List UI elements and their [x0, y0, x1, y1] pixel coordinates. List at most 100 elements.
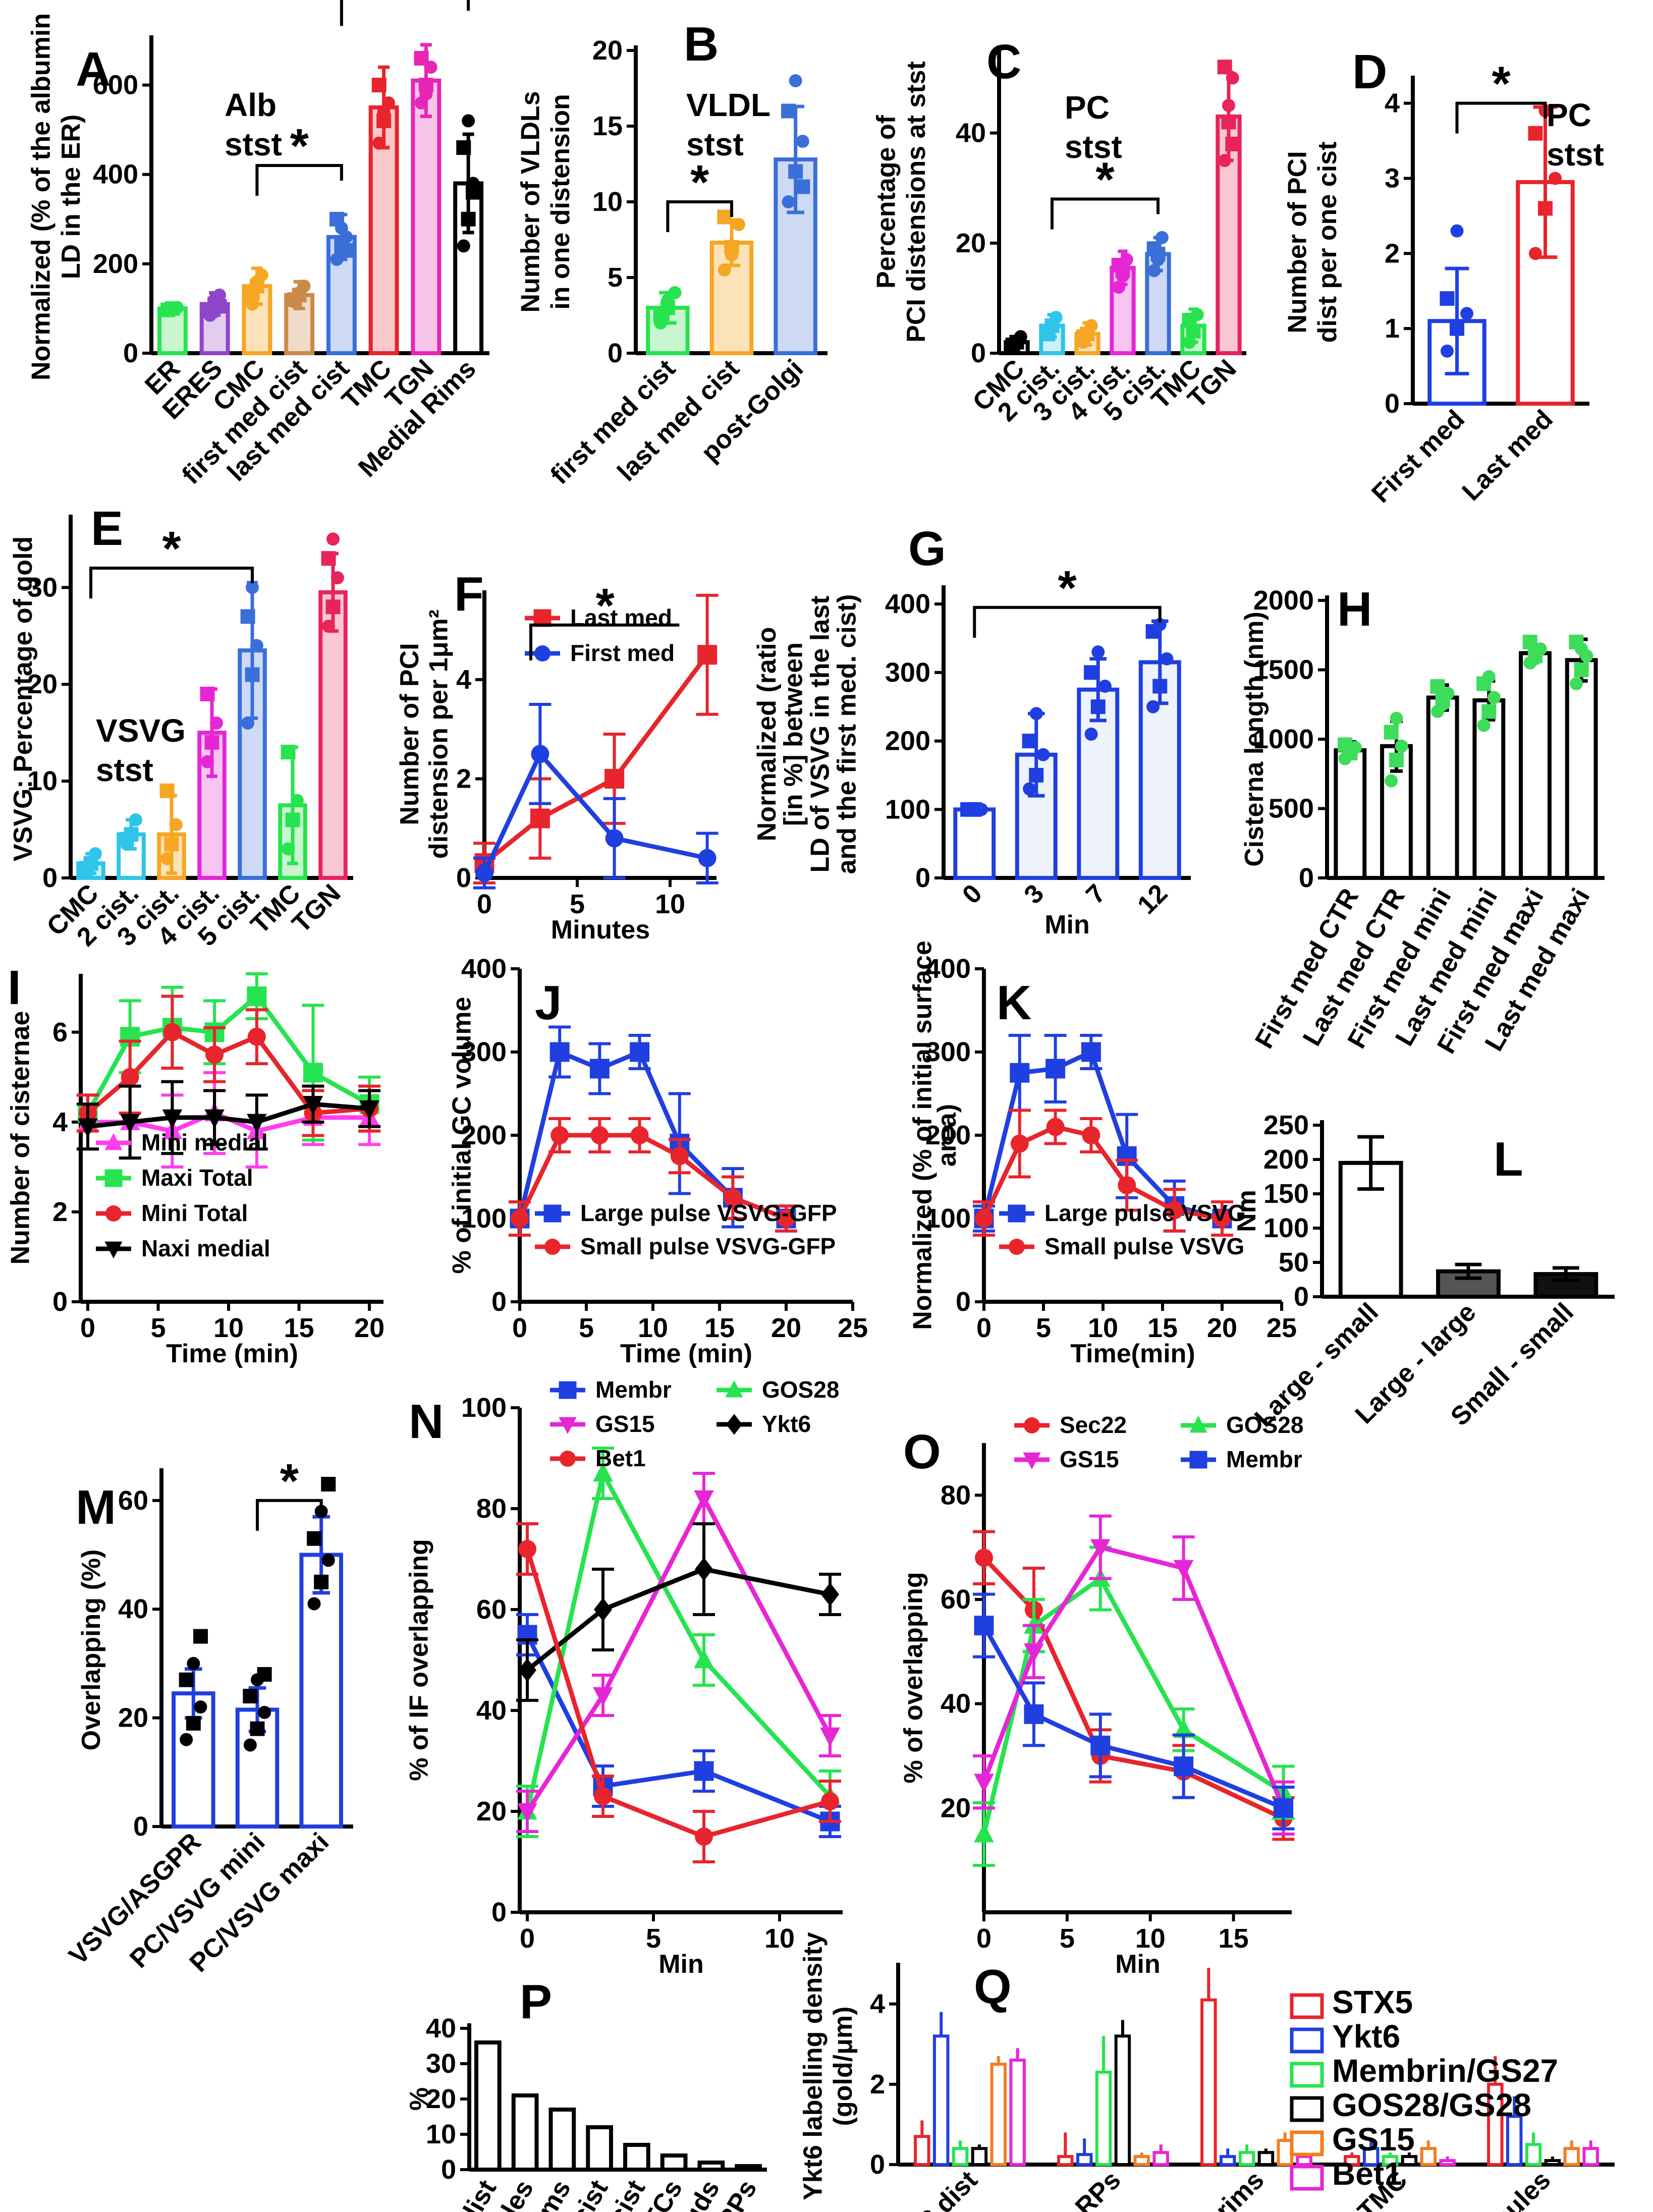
- data-point: [1173, 1560, 1194, 1579]
- data-point: [205, 1045, 224, 1064]
- panel-F: 0 2 4 0 5 10 Last med First med * Minutes Number o…: [395, 567, 719, 945]
- data-point: [1226, 71, 1239, 85]
- panel-P: 010203040PCI distTubulesRimsCis-cisttran…: [405, 1975, 767, 2212]
- y-tick-label: 2: [1385, 238, 1400, 268]
- y-tick-label: 0: [915, 863, 930, 893]
- x-axis-label: Time (min): [620, 1339, 752, 1368]
- bar-GS15: [1277, 2139, 1294, 2167]
- y-tick-label: 2: [52, 1197, 68, 1227]
- data-point: [250, 275, 264, 289]
- data-point: [209, 716, 223, 730]
- data-point: [371, 78, 387, 93]
- data-point: [511, 1209, 529, 1228]
- bar: [299, 1553, 343, 1829]
- axis-label-line: Number of PCI: [1283, 151, 1312, 333]
- x-tick-label: 15: [1219, 1923, 1249, 1954]
- data-point: [88, 847, 102, 861]
- data-point: [1146, 241, 1162, 256]
- data-point: [335, 222, 348, 235]
- legend-marker: [726, 1414, 742, 1435]
- y-tick-label: 100: [1263, 1213, 1309, 1243]
- x-axis-label: Min: [1115, 1950, 1161, 1979]
- data-point: [1116, 269, 1129, 283]
- category-label: PCI dist: [428, 2175, 502, 2212]
- axis-label-line: [in %] between: [779, 642, 808, 826]
- y-axis-label: VSVG: Percentage of gold: [9, 536, 38, 861]
- data-point: [240, 609, 255, 624]
- data-point: [788, 164, 803, 179]
- data-point: [1430, 679, 1445, 694]
- y-axis-label: Ykt6 labelling density (gold/μm): [798, 1932, 858, 2200]
- significance-star: *: [690, 155, 709, 209]
- data-point: [121, 1068, 139, 1086]
- bar-Bet1: [1009, 2059, 1026, 2167]
- data-point: [307, 1597, 321, 1611]
- legend-swatch: [1290, 1993, 1324, 2019]
- y-tick-label: 200: [885, 726, 930, 756]
- data-point: [201, 755, 214, 768]
- data-point: [162, 1109, 183, 1129]
- y-tick-label: 2: [456, 763, 471, 794]
- legend-marker: [534, 645, 550, 661]
- series-GS15: [516, 1472, 841, 1833]
- data-point: [549, 1042, 570, 1062]
- y-tick-label: 60: [118, 1485, 148, 1516]
- data-point: [258, 1705, 271, 1719]
- data-point: [1090, 699, 1106, 714]
- data-point: [1098, 680, 1112, 693]
- data-point: [1146, 700, 1160, 713]
- panel-letter: N: [409, 1395, 444, 1449]
- panel-Q: 0 2 4 STX5Ykt6Membrin/GS27GOS28/GS28GS15Bet…: [798, 1932, 1615, 2212]
- panel-annotation: stst: [1547, 136, 1604, 173]
- data-point: [594, 1597, 612, 1622]
- series-Membr: [973, 1592, 1295, 1831]
- data-point: [169, 818, 183, 832]
- bar-Bet1: [1296, 2155, 1312, 2166]
- panel-annotation: stst: [1065, 129, 1122, 165]
- data-point: [1010, 1134, 1029, 1153]
- bar-STX5: [1200, 1998, 1217, 2167]
- axis-label-line: Nm: [1232, 1190, 1261, 1232]
- panel-letter: C: [986, 35, 1021, 89]
- bar: [660, 2153, 688, 2172]
- legend-label: First med: [570, 640, 675, 666]
- legend-label: GS15: [595, 1411, 655, 1437]
- data-point: [974, 1774, 994, 1793]
- data-point: [326, 532, 340, 546]
- data-point: [630, 1126, 649, 1144]
- y-tick-label: 100: [461, 1393, 507, 1423]
- y-tick-label: 400: [885, 589, 930, 619]
- data-point: [517, 1803, 537, 1822]
- panel-letter: F: [454, 567, 484, 621]
- data-point: [531, 745, 549, 763]
- bar: [511, 2093, 539, 2172]
- legend-swatch: [1290, 2027, 1324, 2054]
- y-tick-label: 20: [592, 35, 623, 66]
- data-point: [1528, 247, 1542, 260]
- x-tick-label: 5: [150, 1313, 166, 1343]
- series-Last med: [473, 593, 719, 884]
- legend-marker: [1189, 1415, 1207, 1433]
- y-tick-label: 60: [476, 1594, 507, 1625]
- data-point: [164, 837, 179, 852]
- significance-star: *: [596, 579, 615, 633]
- y-tick-label: 200: [1263, 1144, 1309, 1175]
- y-tick-label: 10: [426, 2119, 456, 2149]
- data-point: [1213, 1209, 1231, 1228]
- data-point: [159, 783, 175, 798]
- data-point: [1487, 691, 1501, 704]
- legend-label: Large pulse VSVG-GFP: [580, 1200, 837, 1226]
- data-point: [1090, 1735, 1111, 1755]
- legend-label: Large pulse VSVG: [1044, 1200, 1246, 1226]
- data-point: [246, 297, 259, 311]
- bar-GS15: [1133, 2155, 1150, 2166]
- category-label: Cist. rims: [1165, 2165, 1270, 2212]
- data-point: [1477, 718, 1491, 732]
- data-point: [322, 620, 336, 633]
- data-point: [718, 263, 731, 276]
- y-tick-label: 2: [870, 2069, 885, 2099]
- series-Ykt6: [516, 1522, 841, 1702]
- data-point: [530, 808, 550, 828]
- bar: [318, 590, 348, 880]
